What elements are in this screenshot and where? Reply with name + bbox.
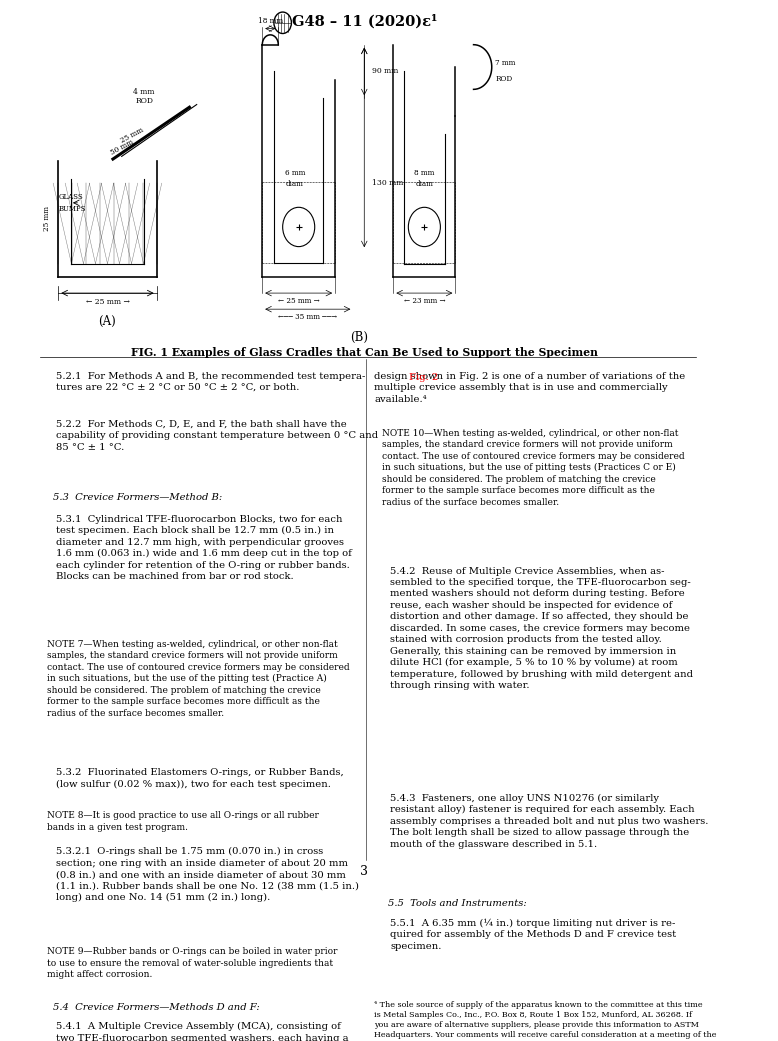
Text: 4 mm: 4 mm xyxy=(134,87,155,96)
Text: NOTE 10—When testing as-welded, cylindrical, or other non-flat
samples, the stan: NOTE 10—When testing as-welded, cylindri… xyxy=(382,429,685,507)
Text: FIG. 1 Examples of Glass Cradles that Can Be Used to Support the Specimen: FIG. 1 Examples of Glass Cradles that Ca… xyxy=(131,347,598,358)
Text: 5.4.2  Reuse of Multiple Crevice Assemblies, when as-
sembled to the specified t: 5.4.2 Reuse of Multiple Crevice Assembli… xyxy=(391,566,693,690)
Text: ROD: ROD xyxy=(496,75,513,82)
Text: diam: diam xyxy=(415,180,433,187)
Text: ← 25 mm →: ← 25 mm → xyxy=(278,297,320,305)
Text: BUMPS: BUMPS xyxy=(58,205,86,213)
Text: 5.2.1  For Methods A and B, the recommended test tempera-
tures are 22 °C ± 2 °C: 5.2.1 For Methods A and B, the recommend… xyxy=(56,372,366,392)
Text: NOTE 9—Rubber bands or O-rings can be boiled in water prior
to use to ensure the: NOTE 9—Rubber bands or O-rings can be bo… xyxy=(47,947,338,980)
Text: 90 mm: 90 mm xyxy=(372,68,398,76)
Text: ←── 35 mm ──→: ←── 35 mm ──→ xyxy=(279,312,338,321)
Text: 7 mm: 7 mm xyxy=(496,58,516,67)
Text: 8 mm: 8 mm xyxy=(414,169,435,177)
Text: NOTE 7—When testing as-welded, cylindrical, or other non-flat
samples, the stand: NOTE 7—When testing as-welded, cylindric… xyxy=(47,640,350,717)
Text: 5.4.3  Fasteners, one alloy UNS N10276 (or similarly
resistant alloy) fastener i: 5.4.3 Fasteners, one alloy UNS N10276 (o… xyxy=(391,793,709,848)
Text: 5.3.2.1  O-rings shall be 1.75 mm (0.070 in.) in cross
section; one ring with an: 5.3.2.1 O-rings shall be 1.75 mm (0.070 … xyxy=(56,847,359,903)
Text: Fig. 2: Fig. 2 xyxy=(408,373,438,382)
Text: NOTE 8—It is good practice to use all O-rings or all rubber
bands in a given tes: NOTE 8—It is good practice to use all O-… xyxy=(47,811,319,832)
Text: 130 mm: 130 mm xyxy=(372,179,403,187)
Text: ROD: ROD xyxy=(135,98,153,105)
Text: 5.3.1  Cylindrical TFE-fluorocarbon Blocks, two for each
test specimen. Each blo: 5.3.1 Cylindrical TFE-fluorocarbon Block… xyxy=(56,514,352,581)
Text: G48 – 11 (2020)ε¹: G48 – 11 (2020)ε¹ xyxy=(292,15,437,29)
Text: GLASS: GLASS xyxy=(58,193,83,201)
Text: 5.2.2  For Methods C, D, E, and F, the bath shall have the
capability of providi: 5.2.2 For Methods C, D, E, and F, the ba… xyxy=(56,420,378,452)
Text: 5.5  Tools and Instruments:: 5.5 Tools and Instruments: xyxy=(387,899,527,908)
Text: design shown in Fig. 2 is one of a number of variations of the
multiple crevice : design shown in Fig. 2 is one of a numbe… xyxy=(374,372,685,404)
Text: 3: 3 xyxy=(360,865,368,878)
Text: ⁴ The sole source of supply of the apparatus known to the committee at this time: ⁴ The sole source of supply of the appar… xyxy=(374,1000,717,1041)
Text: 25 mm: 25 mm xyxy=(120,126,145,146)
Text: (B): (B) xyxy=(350,331,368,344)
Text: 18 mm: 18 mm xyxy=(258,17,283,25)
Text: 6 mm: 6 mm xyxy=(285,169,305,177)
Text: 25 mm: 25 mm xyxy=(44,206,51,231)
Text: ← 23 mm →: ← 23 mm → xyxy=(404,297,445,305)
Text: 5.3.2  Fluorinated Elastomers O-rings, or Rubber Bands,
(low sulfur (0.02 % max): 5.3.2 Fluorinated Elastomers O-rings, or… xyxy=(56,768,344,789)
Text: ← 25 mm →: ← 25 mm → xyxy=(86,299,129,306)
Text: (A): (A) xyxy=(99,314,117,328)
Text: diam: diam xyxy=(286,180,304,187)
Text: 5.3  Crevice Formers—Method B:: 5.3 Crevice Formers—Method B: xyxy=(53,493,223,502)
Text: 5.5.1  A 6.35 mm (¼ in.) torque limiting nut driver is re-
quired for assembly o: 5.5.1 A 6.35 mm (¼ in.) torque limiting … xyxy=(391,918,677,950)
Text: 5.4.1  A Multiple Crevice Assembly (MCA), consisting of
two TFE-fluorocarbon seg: 5.4.1 A Multiple Crevice Assembly (MCA),… xyxy=(56,1022,358,1041)
Text: 50 mm: 50 mm xyxy=(110,138,135,157)
Text: 5.4  Crevice Formers—Methods D and F:: 5.4 Crevice Formers—Methods D and F: xyxy=(53,1002,260,1012)
